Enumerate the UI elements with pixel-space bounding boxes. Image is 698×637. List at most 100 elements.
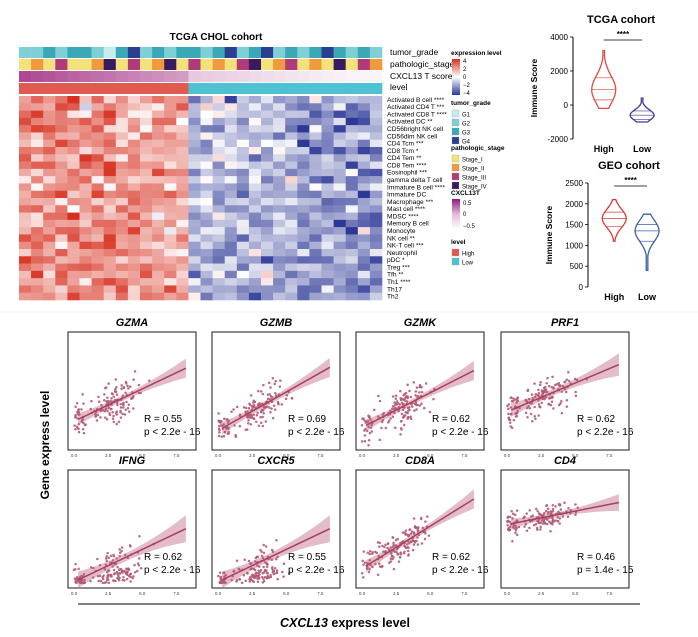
scatter-point <box>573 377 577 381</box>
heatmap-cell <box>176 168 189 177</box>
heatmap-cell <box>79 205 92 213</box>
heatmap-cell <box>236 249 250 257</box>
scatter-point <box>131 576 134 580</box>
scatter-point <box>376 541 380 544</box>
scatter-point <box>249 423 253 426</box>
heatmap-cell <box>200 110 213 119</box>
scatter-point <box>545 504 548 508</box>
heatmap-cell <box>297 168 310 177</box>
heatmap-cell <box>91 263 104 272</box>
scatter-point <box>275 557 278 561</box>
heatmap-cell <box>19 241 32 250</box>
heatmap-cell <box>357 139 371 148</box>
scatter-point <box>277 403 280 406</box>
legend-item-label: High <box>462 252 474 258</box>
scatter-point <box>252 404 256 407</box>
regression-line <box>77 367 187 421</box>
heatmap-cell <box>140 154 153 162</box>
heatmap-cell <box>200 205 213 213</box>
heatmap-cell <box>188 227 201 235</box>
scatter-point <box>402 414 406 417</box>
annot-grade-cell <box>345 47 359 58</box>
heatmap-cell <box>91 256 104 264</box>
heatmap-cell <box>224 190 238 199</box>
scatter-point <box>549 512 552 515</box>
violin-ylabel: Immune Score <box>529 58 539 117</box>
scatter-point <box>367 570 371 574</box>
scatter-point <box>369 426 373 429</box>
scatter-point <box>223 430 227 434</box>
scatter-point <box>118 576 121 580</box>
scatter-point <box>370 430 374 433</box>
scatter-r-value: R = 0.62 <box>432 414 471 425</box>
heatmap-cell <box>115 198 129 206</box>
heatmap-cell <box>333 168 346 177</box>
heatmap-cell <box>345 205 359 213</box>
scatter-point <box>256 411 259 415</box>
heatmap-cell <box>248 139 262 148</box>
heatmap-cell <box>31 292 44 301</box>
heatmap-cell <box>345 241 359 250</box>
heatmap-cell <box>369 234 383 243</box>
heatmap-cell <box>200 285 213 294</box>
legend-score-title: CXCL13T <box>451 190 480 197</box>
heatmap-cell <box>357 198 371 206</box>
annot-level-cell <box>164 83 177 94</box>
scatter-point <box>528 407 532 410</box>
scatter-point <box>111 558 115 562</box>
heatmap-cell <box>224 125 238 133</box>
scatter-point <box>531 420 534 423</box>
heatmap-cell <box>55 227 68 235</box>
scatter-point <box>242 574 246 577</box>
heatmap-cell <box>31 103 44 111</box>
annot-score-cell <box>176 71 189 82</box>
heatmap-cell <box>91 234 104 243</box>
scatter-point <box>223 417 226 421</box>
heatmap-cell <box>236 103 250 111</box>
heatmap-cell <box>67 249 80 257</box>
heatmap-cell <box>31 96 44 104</box>
scatter-point <box>118 551 122 554</box>
heatmap-cell <box>212 212 225 221</box>
scatter-point <box>275 571 279 575</box>
scatter-point <box>540 401 543 405</box>
annot-level-cell <box>236 83 250 94</box>
heatmap-cell <box>248 278 262 286</box>
heatmap-cell <box>309 278 322 286</box>
heatmap-cell <box>369 96 383 104</box>
heatmap-cell <box>261 154 274 162</box>
heatmap-cell <box>79 263 92 272</box>
heatmap-cell <box>248 183 262 192</box>
heatmap-cell <box>333 256 346 264</box>
scatter-point <box>238 424 242 428</box>
heatmap-cell <box>321 110 334 119</box>
scatter-point <box>109 399 112 403</box>
scatter-point <box>547 402 551 406</box>
scatter-x-tick: 2.5 <box>249 453 256 458</box>
heatmap-cell <box>115 219 129 228</box>
legend-swatch <box>451 181 460 190</box>
scatter-point <box>261 415 264 419</box>
scatter-point <box>539 528 542 531</box>
legend-item-label: Stage_IV <box>462 185 487 191</box>
heatmap-cell <box>285 161 298 170</box>
heatmap-cell <box>212 139 225 148</box>
scatter-point <box>107 578 110 581</box>
scatter-point <box>409 415 412 419</box>
scatter-point <box>569 508 573 512</box>
heatmap-cell <box>79 190 92 199</box>
heatmap-cell <box>273 147 286 155</box>
heatmap-cell <box>176 212 189 221</box>
scatter-x-tick: 5.0 <box>427 453 434 458</box>
heatmap-row-label: CD8 Tcm * <box>387 148 419 155</box>
heatmap-cell <box>19 176 32 184</box>
annot-grade-cell <box>140 47 153 58</box>
heatmap-cell <box>164 117 177 126</box>
annot-stage-cell <box>19 59 32 70</box>
heatmap-cell <box>115 154 129 162</box>
annot-grade-cell <box>248 47 262 58</box>
scatter-point <box>114 390 118 394</box>
heatmap-cell <box>31 139 44 148</box>
annot-level-cell <box>103 83 117 94</box>
scatter-point <box>554 519 558 522</box>
